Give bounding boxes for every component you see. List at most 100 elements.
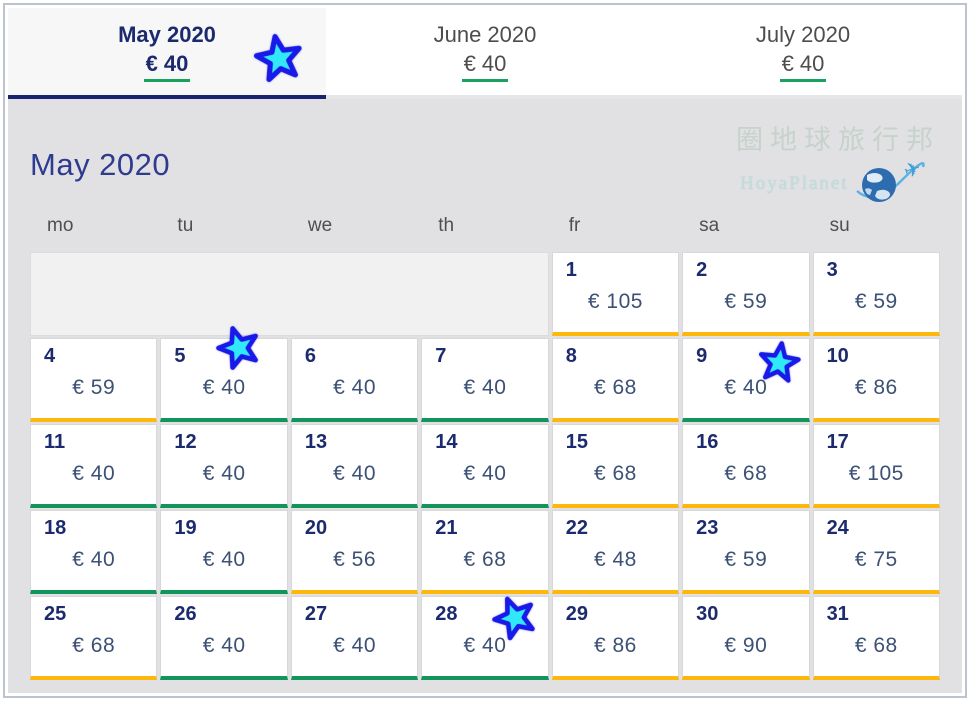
calendar-day-16[interactable]: 16 € 68 (682, 424, 810, 508)
day-number: 26 (174, 603, 197, 625)
day-number: 17 (826, 431, 849, 453)
day-price: € 59 (72, 376, 116, 399)
calendar-day-12[interactable]: 12 € 40 (160, 424, 288, 508)
calendar-day-1[interactable]: 1 € 105 (551, 252, 680, 336)
day-price: € 40 (72, 548, 116, 571)
day-price: € 105 (848, 462, 904, 485)
calendar-day-26[interactable]: 26 € 40 (160, 596, 288, 680)
calendar-day-10[interactable]: 10 € 86 (812, 338, 940, 422)
tab-month-label: May 2020 (118, 22, 216, 47)
calendar-day-11[interactable]: 11 € 40 (30, 424, 158, 508)
day-number: 6 (304, 345, 316, 367)
calendar-day-2[interactable]: 2 € 59 (682, 252, 810, 336)
day-price: € 75 (854, 548, 898, 571)
weekday-header-row: mo tu we th fr sa su (30, 215, 940, 237)
day-price: € 105 (587, 290, 643, 313)
day-number: 5 (174, 345, 186, 367)
calendar-day-14[interactable]: 14 € 40 (421, 424, 549, 508)
day-number: 2 (696, 259, 708, 281)
calendar-day-29[interactable]: 29 € 86 (551, 596, 680, 680)
calendar-day-15[interactable]: 15 € 68 (551, 424, 680, 508)
day-price: € 40 (724, 376, 768, 399)
day-number: 23 (696, 517, 719, 539)
calendar-day-21[interactable]: 21 € 68 (421, 510, 549, 594)
calendar-day-22[interactable]: 22 € 48 (551, 510, 680, 594)
day-price: € 68 (593, 376, 637, 399)
calendar-day-20[interactable]: 20 € 56 (290, 510, 419, 594)
weekday-label-fr: fr (568, 215, 581, 236)
day-number: 24 (826, 517, 849, 539)
fare-calendar-widget: May 2020 € 40 June 2020 € 40 July 2020 €… (8, 8, 962, 693)
calendar-grid: 1 € 105 2 € 59 3 € 59 4 € 59 5 € 40 6 € 40 7 € 40 8 € 6… (30, 252, 940, 680)
calendar-day-25[interactable]: 25 € 68 (30, 596, 158, 680)
calendar-day-19[interactable]: 19 € 40 (160, 510, 288, 594)
weekday-label-th: th (438, 215, 455, 236)
calendar-day-13[interactable]: 13 € 40 (290, 424, 419, 508)
day-number: 18 (44, 517, 67, 539)
day-price: € 40 (463, 634, 507, 657)
day-price: € 59 (854, 290, 898, 313)
weekday-label-sa: sa (699, 215, 720, 236)
empty-days-block (30, 252, 549, 336)
day-price: € 68 (724, 462, 768, 485)
calendar-day-17[interactable]: 17 € 105 (812, 424, 940, 508)
day-price: € 68 (463, 548, 507, 571)
day-number: 30 (696, 603, 719, 625)
tab-lowest-price: € 40 (143, 50, 191, 82)
day-price: € 40 (202, 548, 246, 571)
calendar-day-3[interactable]: 3 € 59 (812, 252, 940, 336)
day-number: 28 (435, 603, 458, 625)
day-number: 3 (826, 259, 838, 281)
star-sticker (216, 326, 258, 370)
day-price: € 40 (463, 376, 507, 399)
day-price: € 59 (724, 548, 768, 571)
day-number: 12 (174, 431, 197, 453)
calendar-day-30[interactable]: 30 € 90 (682, 596, 810, 680)
star-sticker (492, 596, 535, 641)
tab-lowest-price: € 40 (461, 50, 509, 82)
day-number: 10 (826, 345, 849, 367)
calendar-day-4[interactable]: 4 € 59 (30, 338, 158, 422)
day-price: € 40 (333, 376, 376, 399)
day-number: 15 (565, 431, 588, 453)
calendar-day-23[interactable]: 23 € 59 (682, 510, 810, 594)
day-price: € 48 (593, 548, 637, 571)
calendar-day-24[interactable]: 24 € 75 (812, 510, 940, 594)
calendar-day-8[interactable]: 8 € 68 (551, 338, 680, 422)
day-price: € 86 (854, 376, 898, 399)
weekday-label-mo: mo (47, 215, 74, 236)
day-price: € 40 (202, 634, 246, 657)
weekday-label-tu: tu (177, 215, 194, 236)
calendar-day-7[interactable]: 7 € 40 (421, 338, 549, 422)
day-price: € 40 (72, 462, 116, 485)
tab-lowest-price: € 40 (779, 50, 827, 82)
day-price: € 40 (202, 462, 246, 485)
tab-month-label: June 2020 (433, 22, 537, 47)
tab-june-2020[interactable]: June 2020 € 40 (326, 8, 644, 99)
weekday-label-we: we (307, 215, 333, 236)
day-number: 9 (696, 345, 708, 367)
day-number: 22 (565, 517, 588, 539)
tab-july-2020[interactable]: July 2020 € 40 (644, 8, 962, 99)
day-price: € 40 (333, 462, 376, 485)
day-price: € 68 (593, 462, 637, 485)
day-price: € 40 (333, 634, 376, 657)
day-number: 7 (435, 345, 447, 367)
day-number: 20 (304, 517, 328, 539)
day-number: 21 (435, 517, 458, 539)
calendar-day-31[interactable]: 31 € 68 (812, 596, 940, 680)
calendar-day-27[interactable]: 27 € 40 (290, 596, 419, 680)
calendar-day-5[interactable]: 5 € 40 (160, 338, 288, 422)
weekday-label-su: su (829, 215, 850, 236)
month-title: May 2020 (30, 147, 171, 182)
day-price: € 90 (724, 634, 768, 657)
day-number: 13 (304, 431, 328, 453)
calendar-day-6[interactable]: 6 € 40 (290, 338, 419, 422)
day-number: 11 (44, 431, 66, 453)
day-price: € 40 (463, 462, 507, 485)
day-number: 8 (565, 345, 577, 367)
calendar-day-18[interactable]: 18 € 40 (30, 510, 158, 594)
day-number: 19 (174, 517, 197, 539)
day-price: € 86 (593, 634, 637, 657)
